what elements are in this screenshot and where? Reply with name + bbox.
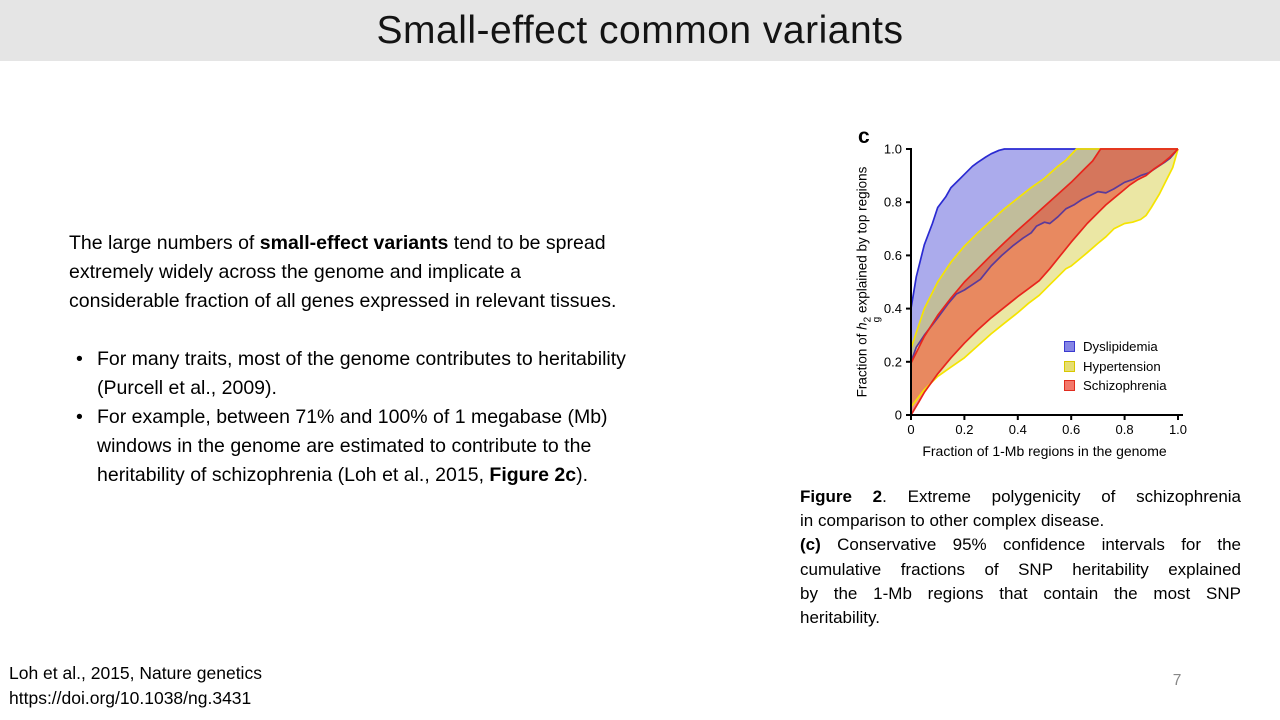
text: heritability of schizophrenia (Loh et al… <box>97 464 490 486</box>
text: For many traits, most of the genome cont… <box>97 348 626 370</box>
x-axis-label: Fraction of 1-Mb regions in the genome <box>922 443 1167 459</box>
legend-label: Dyslipidemia <box>1083 339 1158 355</box>
bullet-icon: • <box>76 348 83 370</box>
text: The large numbers of <box>69 232 260 254</box>
bold-text: small-effect variants <box>259 232 449 254</box>
text-line: cumulative fractions of SNP heritability… <box>800 558 1241 582</box>
text: (Purcell et al., 2009). <box>97 377 277 399</box>
heritability-chart: 0 0.2 0.4 0.6 0.8 1.0 0 0.2 0.4 0.6 0.8 1.0 <box>884 142 1187 438</box>
text-line: heritability of schizophrenia (Loh et al… <box>97 461 626 490</box>
text: by the 1-Mb regions that contain the mos… <box>800 583 1241 603</box>
svg-text:0.6: 0.6 <box>884 248 902 263</box>
legend-label: Hypertension <box>1083 358 1161 374</box>
legend-swatch-icon <box>1064 360 1075 372</box>
text-line: For many traits, most of the genome cont… <box>97 345 626 374</box>
svg-text:0.2: 0.2 <box>884 354 902 369</box>
svg-text:0.2: 0.2 <box>955 422 973 437</box>
svg-text:0.8: 0.8 <box>1116 422 1134 437</box>
text-line: windows in the genome are estimated to c… <box>97 432 626 461</box>
svg-text:0.4: 0.4 <box>884 301 902 316</box>
bold-text: Figure 2 <box>800 487 883 506</box>
citation-line: Loh et al., 2015, Nature genetics <box>9 663 262 683</box>
svg-text:0: 0 <box>907 422 914 437</box>
legend-swatch-icon <box>1064 341 1075 353</box>
text: heritability. <box>800 608 880 628</box>
svg-text:0: 0 <box>895 408 902 423</box>
page-title: Small-effect common variants <box>376 9 904 52</box>
text-line: in comparison to other complex disease. <box>800 509 1241 533</box>
svg-text:0.8: 0.8 <box>884 195 902 210</box>
text: cumulative fractions of SNP heritability… <box>800 559 1241 579</box>
text-line: The large numbers of small-effect varian… <box>69 229 626 258</box>
text: ). <box>576 464 589 486</box>
legend-item: Hypertension <box>1064 357 1167 377</box>
legend-item: Dyslipidemia <box>1064 337 1167 357</box>
svg-text:1.0: 1.0 <box>884 142 902 157</box>
body-text: The large numbers of small-effect varian… <box>69 229 626 490</box>
chart-legend: Dyslipidemia Hypertension Schizophrenia <box>1064 337 1167 396</box>
text-line: Figure 2. Extreme polygenicity of schizo… <box>800 485 1241 509</box>
bullet-item: • For many traits, most of the genome con… <box>69 345 626 403</box>
text: . Extreme polygenicity of schizophrenia <box>882 487 1242 506</box>
svg-text:0.6: 0.6 <box>1062 422 1080 437</box>
text-line: For example, between 71% and 100% of 1 m… <box>97 403 626 432</box>
text-line: extremely widely across the genome and i… <box>69 258 626 287</box>
bold-text: (c) <box>800 535 821 555</box>
svg-text:0.4: 0.4 <box>1009 422 1027 437</box>
text: considerable fraction of all genes expre… <box>69 290 617 312</box>
bullet-list: • For many traits, most of the genome con… <box>69 345 626 490</box>
text: Conservative 95% confidence intervals fo… <box>820 535 1241 555</box>
citation-line: https://doi.org/10.1038/ng.3431 <box>9 687 252 708</box>
text: tend to be spread <box>448 232 606 254</box>
title-bar: Small-effect common variants <box>0 0 1280 61</box>
text: in comparison to other complex disease. <box>800 511 1105 531</box>
text: For example, between 71% and 100% of 1 m… <box>97 406 608 428</box>
paragraph-spacer <box>69 316 626 345</box>
citation: Loh et al., 2015, Nature genetics https:… <box>9 661 262 710</box>
bullet-item: • For example, between 71% and 100% of 1 … <box>69 403 626 490</box>
figure-caption: Figure 2. Extreme polygenicity of schizo… <box>800 485 1241 630</box>
legend-swatch-icon <box>1064 380 1075 392</box>
text-line: considerable fraction of all genes expre… <box>69 287 626 316</box>
svg-text:1.0: 1.0 <box>1169 422 1187 437</box>
legend-label: Schizophrenia <box>1083 378 1167 394</box>
panel-label: c <box>858 125 870 148</box>
bold-text: Figure 2c <box>489 464 577 486</box>
text: extremely widely across the genome and i… <box>69 261 521 283</box>
text-line: by the 1-Mb regions that contain the mos… <box>800 582 1241 606</box>
text: windows in the genome are estimated to c… <box>97 435 592 457</box>
text-line: (Purcell et al., 2009). <box>97 374 626 403</box>
bullet-icon: • <box>76 406 83 428</box>
paragraph: The large numbers of small-effect varian… <box>69 229 626 316</box>
legend-item: Schizophrenia <box>1064 376 1167 396</box>
page-number: 7 <box>1172 672 1182 689</box>
text-line: (c) Conservative 95% confidence interval… <box>800 533 1241 557</box>
text-line: heritability. <box>800 606 1241 630</box>
